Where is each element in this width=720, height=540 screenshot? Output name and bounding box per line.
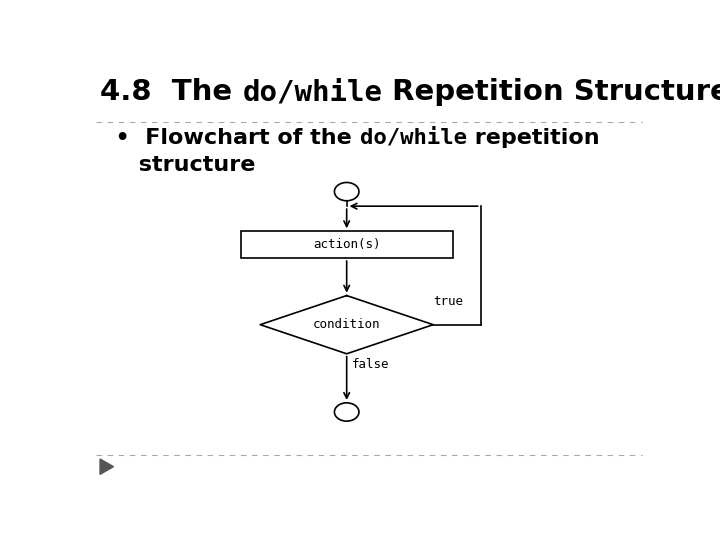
Text: do/while: do/while xyxy=(243,78,382,106)
Text: structure: structure xyxy=(100,155,256,175)
Text: do/while: do/while xyxy=(359,128,467,148)
Text: Repetition Structure: Repetition Structure xyxy=(382,78,720,106)
FancyBboxPatch shape xyxy=(240,231,453,258)
Text: action(s): action(s) xyxy=(313,238,380,251)
Text: condition: condition xyxy=(313,318,380,331)
Text: •  Flowchart of the: • Flowchart of the xyxy=(100,128,359,148)
Text: false: false xyxy=(352,357,390,370)
Text: repetition: repetition xyxy=(467,128,599,148)
Polygon shape xyxy=(100,459,114,474)
Text: 4.8  The: 4.8 The xyxy=(100,78,243,106)
Text: true: true xyxy=(433,295,463,308)
